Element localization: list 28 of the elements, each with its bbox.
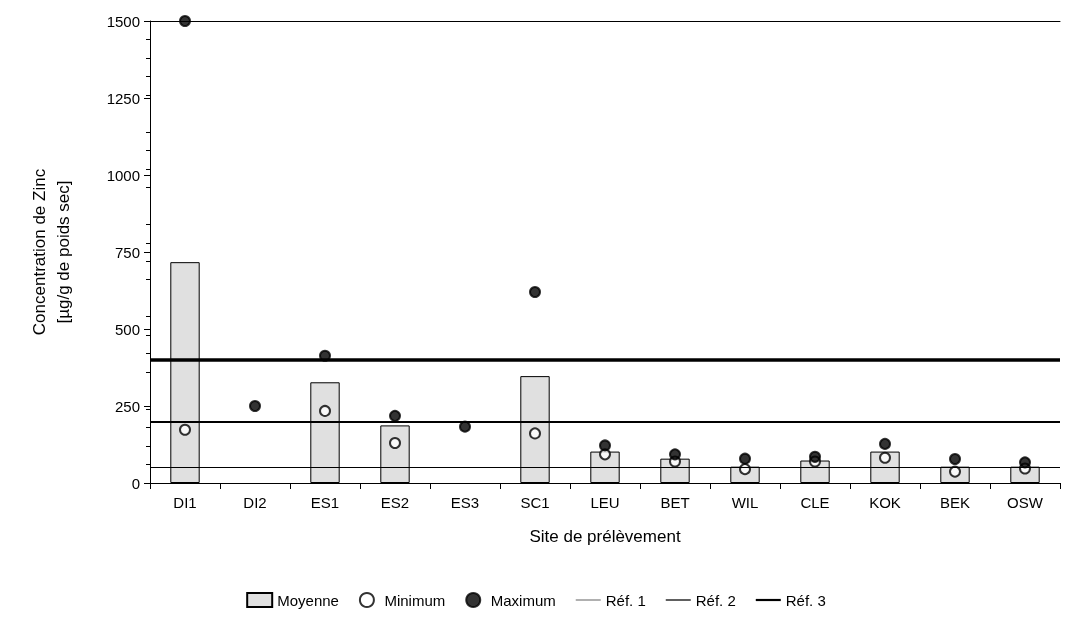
x-tick-label: ES3: [450, 494, 480, 511]
y-tick-label: 500: [114, 320, 140, 338]
y-axis-title: Concentration de Zinc [µg/g de poids sec]: [29, 168, 73, 336]
x-tick-label: BET: [660, 494, 690, 511]
x-tick-label: BEK: [939, 494, 971, 511]
x-tick-label: KOK: [869, 494, 901, 511]
y-tick-label: 1000: [106, 166, 140, 184]
y-tick-label: 250: [114, 397, 140, 415]
x-tick-label: DI2: [243, 494, 267, 511]
legend-label: Minimum: [384, 591, 446, 609]
x-tick-label: WIL: [731, 494, 759, 511]
legend-label: Maximum: [490, 591, 556, 609]
y-tick-label: 750: [114, 243, 140, 261]
y-tick-label: 0: [131, 474, 140, 492]
x-tick-label: ES2: [380, 494, 410, 511]
legend-label: Réf. 1: [605, 591, 646, 609]
x-tick-label: ES1: [310, 494, 340, 511]
x-axis-title: Site de prélèvement: [529, 527, 681, 546]
x-tick-label: DI1: [173, 494, 197, 511]
x-tick-label: SC1: [520, 494, 550, 511]
x-tick-label: LEU: [590, 494, 620, 511]
x-tick-label: OSW: [1007, 494, 1044, 511]
x-tick-label: CLE: [800, 494, 830, 511]
legend-label: Réf. 2: [695, 591, 736, 609]
y-tick-label: 1250: [106, 89, 140, 107]
legend-label: Moyenne: [277, 591, 339, 609]
y-tick-label: 1500: [106, 12, 140, 30]
legend-label: Réf. 3: [785, 591, 826, 609]
